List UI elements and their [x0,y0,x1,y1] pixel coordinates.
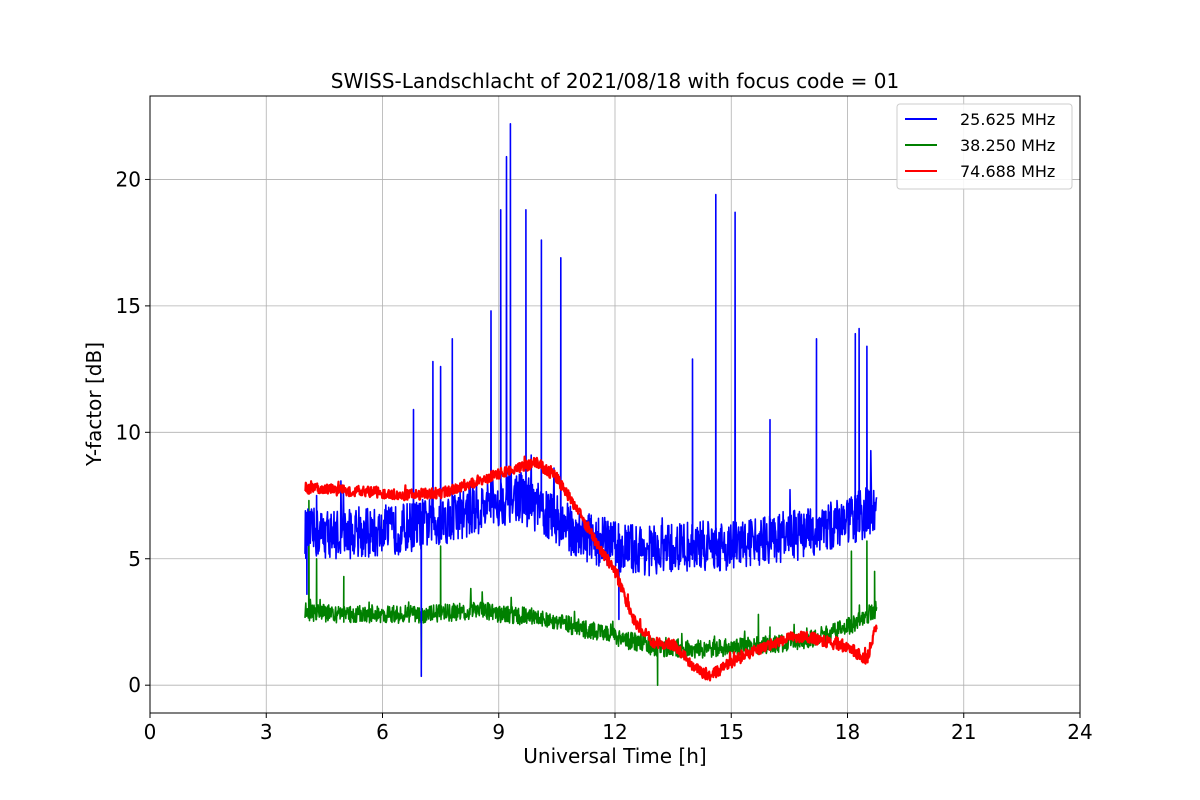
x-axis-label: Universal Time [h] [523,744,706,768]
x-tick-label: 15 [719,720,744,744]
x-tick-label: 12 [602,720,627,744]
tick-layer: 0 3 6 9 12 15 18 21 24 0 5 10 15 20 [116,167,1093,744]
y-tick-label: 5 [128,547,141,571]
x-tick-label: 9 [492,720,505,744]
x-tick-label: 0 [144,720,157,744]
y-tick-label: 15 [116,294,141,318]
legend-label: 25.625 MHz [960,110,1055,129]
legend-box [896,103,1073,190]
chart-title: SWISS-Landschlacht of 2021/08/18 with fo… [331,69,899,93]
series-line-1 [304,123,878,678]
y-tick-label: 0 [128,673,141,697]
legend-label: 38.250 MHz [960,136,1055,155]
series-layer [304,123,878,686]
x-tick-label: 18 [835,720,860,744]
x-tick-label: 24 [1067,720,1092,744]
y-tick-label: 20 [116,167,141,191]
x-tick-label: 3 [260,720,273,744]
legend-label: 74.688 MHz [960,162,1055,181]
y-axis-label: Y-factor [dB] [82,342,106,467]
legend: 25.625 MHz 38.250 MHz 74.688 MHz [896,103,1073,190]
x-tick-label: 21 [951,720,976,744]
series-line-3 [304,455,878,682]
series-line-2 [304,499,878,686]
y-tick-label: 10 [116,420,141,444]
x-tick-label: 6 [376,720,389,744]
